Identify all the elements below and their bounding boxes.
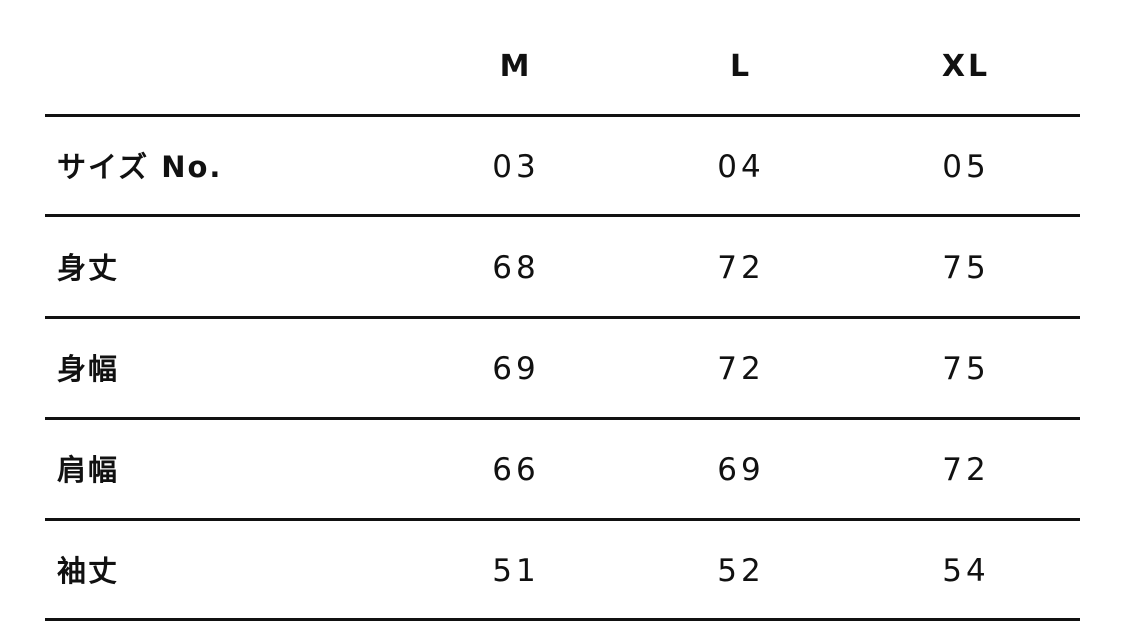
cell-m: 68 <box>492 250 540 286</box>
cell-xl: 54 <box>942 553 990 589</box>
divider <box>45 417 1080 420</box>
cell-l: 72 <box>717 351 765 387</box>
divider <box>45 214 1080 217</box>
table-row-size-no: サイズ No. 03 04 05 <box>0 142 1125 192</box>
row-label: サイズ No. <box>57 150 223 184</box>
column-header-xl: XL <box>941 49 991 84</box>
row-label: 身幅 <box>57 352 120 386</box>
divider <box>45 316 1080 319</box>
cell-xl: 72 <box>942 452 990 488</box>
column-header-l: L <box>729 49 753 84</box>
table-row-shoulder-width: 肩幅 66 69 72 <box>0 445 1125 495</box>
cell-xl: 05 <box>942 149 990 185</box>
cell-m: 69 <box>492 351 540 387</box>
divider <box>45 618 1080 621</box>
cell-l: 69 <box>717 452 765 488</box>
cell-m: 51 <box>492 553 540 589</box>
table-row-sleeve-length: 袖丈 51 52 54 <box>0 546 1125 596</box>
row-label: 肩幅 <box>57 453 120 487</box>
cell-xl: 75 <box>942 351 990 387</box>
cell-l: 52 <box>717 553 765 589</box>
cell-m: 03 <box>492 149 540 185</box>
column-header-m: M <box>499 49 533 84</box>
cell-xl: 75 <box>942 250 990 286</box>
row-label: 袖丈 <box>57 554 120 588</box>
row-label: 身丈 <box>57 251 120 285</box>
table-row-body-length: 身丈 68 72 75 <box>0 243 1125 293</box>
divider <box>45 518 1080 521</box>
cell-m: 66 <box>492 452 540 488</box>
cell-l: 04 <box>717 149 765 185</box>
cell-l: 72 <box>717 250 765 286</box>
divider <box>45 114 1080 117</box>
table-row-body-width: 身幅 69 72 75 <box>0 344 1125 394</box>
